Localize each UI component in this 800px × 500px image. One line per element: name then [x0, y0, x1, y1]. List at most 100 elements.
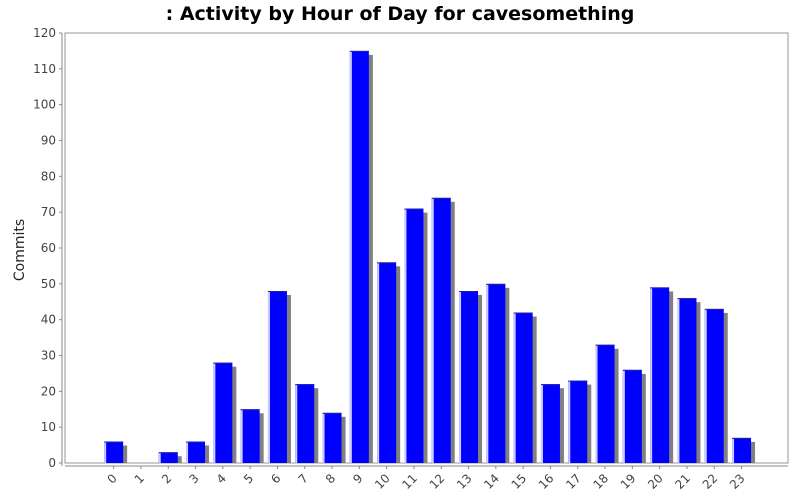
bar-9 [349, 50, 373, 464]
bar-16 [540, 384, 564, 463]
y-tick-label: 110 [33, 62, 56, 76]
x-tick-label: 2 [159, 471, 174, 486]
bar-highlight [404, 208, 407, 463]
bar-fill [704, 308, 724, 463]
bar-14 [486, 283, 510, 463]
x-tick-label: 11 [399, 471, 420, 492]
x-tick-label: 13 [454, 471, 475, 492]
bar-fill [650, 287, 670, 463]
x-tick-label: 22 [700, 471, 721, 492]
y-tick-label: 50 [41, 277, 56, 291]
bar-0 [104, 441, 128, 463]
x-tick-label: 21 [672, 471, 693, 492]
bar-highlight [213, 362, 216, 463]
bar-highlight [240, 409, 243, 463]
bar-highlight [349, 50, 352, 464]
y-tick-label: 80 [41, 169, 56, 183]
x-tick-label: 19 [618, 471, 639, 492]
bar-fill [267, 291, 287, 463]
bar-10 [377, 262, 401, 463]
x-tick-label: 5 [241, 471, 256, 486]
bar-highlight [540, 384, 543, 463]
bar-highlight [513, 312, 516, 463]
bar-5 [240, 409, 264, 463]
bar-highlight [186, 441, 189, 463]
x-tick-label: 15 [509, 471, 530, 492]
bar-highlight [267, 291, 270, 463]
bar-23 [732, 437, 756, 463]
y-tick-label: 20 [41, 384, 56, 398]
bar-fill [158, 452, 178, 463]
x-tick-label: 20 [645, 471, 666, 492]
bar-8 [322, 412, 346, 463]
x-tick-label: 12 [427, 471, 448, 492]
x-tick-label: 9 [350, 471, 365, 486]
bar-highlight [322, 412, 325, 463]
bar-6 [267, 291, 291, 463]
bar-fill [431, 197, 451, 464]
bar-highlight [622, 369, 625, 463]
x-tick-label: 0 [104, 471, 119, 486]
y-tick-label: 40 [41, 313, 56, 327]
bar-fill [377, 262, 397, 463]
bar-highlight [704, 308, 707, 463]
bar-fill [240, 409, 260, 463]
bar-15 [513, 312, 537, 463]
bar-fill [595, 344, 615, 463]
x-tick-label: 14 [481, 471, 502, 492]
bar-highlight [459, 291, 462, 463]
bar-fill [568, 380, 588, 463]
bar-3 [186, 441, 210, 463]
x-tick-label: 6 [268, 471, 283, 486]
bar-7 [295, 384, 319, 463]
bar-fill [104, 441, 124, 463]
bar-19 [622, 369, 646, 463]
bar-highlight [568, 380, 571, 463]
x-tick-label: 3 [186, 471, 201, 486]
bar-21 [677, 298, 701, 463]
y-axis-ticks: 0 10 20 30 40 50 60 70 80 90 100 110 120 [33, 26, 62, 470]
y-tick-label: 90 [41, 134, 56, 148]
y-tick-label: 10 [41, 420, 56, 434]
bar-22 [704, 308, 728, 463]
bar-fill [186, 441, 206, 463]
bar-fill [513, 312, 533, 463]
bar-13 [459, 291, 483, 463]
y-tick-label: 120 [33, 26, 56, 40]
bar-fill [732, 437, 752, 463]
bar-highlight [677, 298, 680, 463]
bar-fill [486, 283, 506, 463]
bar-fill [295, 384, 315, 463]
bar-fill [322, 412, 342, 463]
bar-fill [404, 208, 424, 463]
x-tick-label: 10 [372, 471, 393, 492]
x-tick-label: 1 [132, 471, 147, 486]
bar-fill [677, 298, 697, 463]
bar-highlight [732, 437, 735, 463]
chart-title: : Activity by Hour of Day for cavesometh… [165, 3, 635, 25]
bar-highlight [595, 344, 598, 463]
bar-17 [568, 380, 592, 463]
bar-2 [158, 452, 182, 463]
bars [104, 50, 756, 464]
y-tick-label: 60 [41, 241, 56, 255]
bar-18 [595, 344, 619, 463]
y-tick-label: 70 [41, 205, 56, 219]
bar-highlight [431, 197, 434, 464]
bar-fill [459, 291, 479, 463]
bar-fill [622, 369, 642, 463]
bar-highlight [486, 283, 489, 463]
y-axis-label: Commits [12, 219, 28, 281]
y-tick-label: 100 [33, 98, 56, 112]
x-tick-label: 18 [590, 471, 611, 492]
bar-highlight [158, 452, 161, 463]
bar-4 [213, 362, 237, 463]
x-tick-label: 4 [214, 471, 229, 486]
x-tick-label: 8 [323, 471, 338, 486]
bar-highlight [295, 384, 298, 463]
bar-highlight [650, 287, 653, 463]
bar-12 [431, 197, 455, 464]
y-tick-label: 0 [48, 456, 56, 470]
x-tick-label: 16 [536, 471, 557, 492]
